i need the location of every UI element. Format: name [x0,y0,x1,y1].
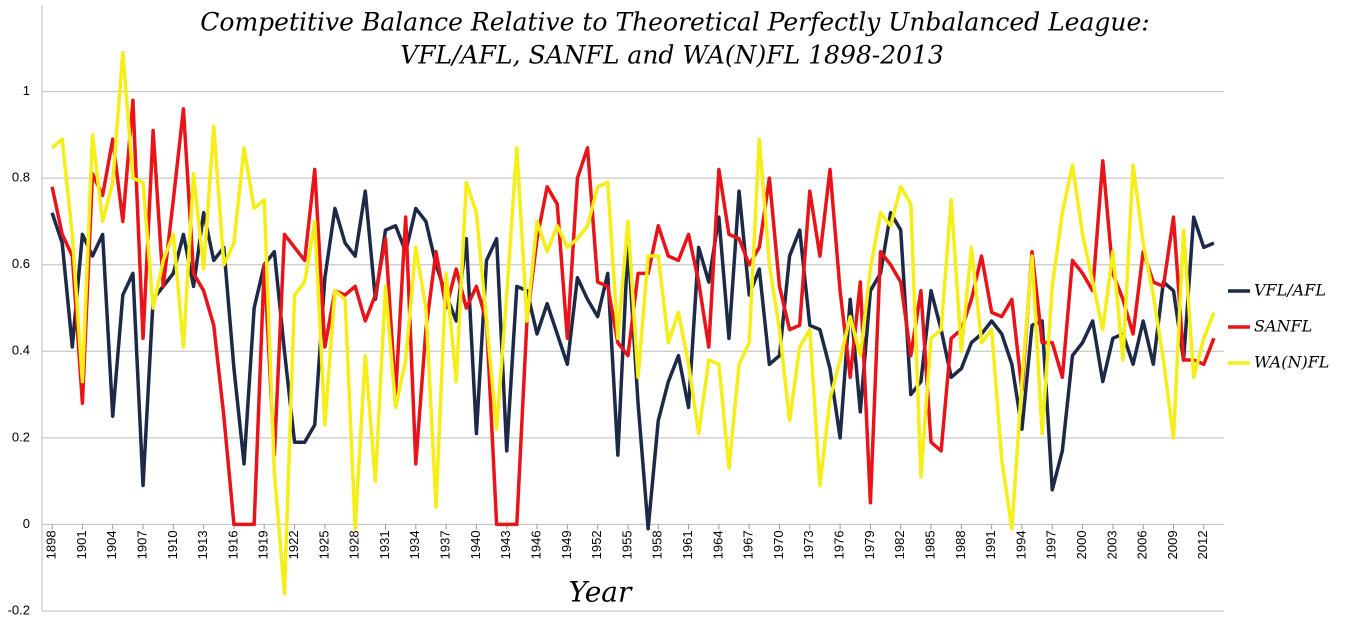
y-tick-label: 1 [23,83,30,98]
x-tick-label: 1958 [650,530,665,559]
x-tick-label: 1931 [377,530,392,559]
x-tick-label: 1976 [832,530,847,559]
y-tick-label: 0.4 [12,343,30,358]
x-tick-label: 1916 [225,530,240,559]
y-tick-label: -0.2 [8,602,30,617]
x-tick-label: 1985 [922,530,937,559]
x-tick-label: 1934 [407,530,422,559]
y-tick-label: 0.6 [12,256,30,271]
x-tick-label: 2006 [1135,530,1150,559]
x-tick-label: 1946 [528,530,543,559]
y-tick-label: 0.2 [12,429,30,444]
x-tick-label: 1898 [44,530,59,559]
x-tick-label: 1925 [316,530,331,559]
x-tick-label: 2000 [1074,530,1089,559]
series-line [50,50,1216,596]
x-axis-title: Year [569,576,633,609]
x-tick-label: 1988 [953,530,968,559]
x-tick-label: 1961 [680,530,695,559]
x-tick-label: 1970 [771,530,786,559]
y-tick-label: 0.8 [12,170,30,185]
x-tick-label: 1982 [892,530,907,559]
x-tick-label: 1907 [134,530,149,559]
x-tick-label: 1964 [710,530,725,559]
chart-title: VFL/AFL, SANFL and WA(N)FL 1898-2013 [400,41,944,70]
x-tick-label: 1904 [104,530,119,559]
x-tick-label: 1952 [589,530,604,559]
x-tick-label: 1940 [468,530,483,559]
legend-label: WA(N)FL [1254,353,1329,372]
x-tick-label: 1991 [983,530,998,559]
x-tick-label: 1943 [498,530,513,559]
x-tick-label: 1928 [347,530,362,559]
legend-label: SANFL [1254,317,1312,336]
x-tick-label: 2003 [1104,530,1119,559]
x-tick-label: 1973 [801,530,816,559]
x-tick-label: 1937 [438,530,453,559]
x-tick-label: 1994 [1013,530,1028,559]
x-tick-label: 1967 [741,530,756,559]
x-tick-label: 1922 [286,530,301,559]
x-tick-label: 1997 [1044,530,1059,559]
chart-title: Competitive Balance Relative to Theoreti… [200,8,1149,37]
x-tick-label: 1913 [195,530,210,559]
x-tick-label: 1979 [862,530,877,559]
x-tick-label: 1955 [619,530,634,559]
x-tick-label: 2009 [1165,530,1180,559]
x-tick-label: 2012 [1195,530,1210,559]
x-tick-label: 1901 [74,530,89,559]
x-tick-label: 1949 [559,530,574,559]
x-tick-label: 1910 [165,530,180,559]
x-tick-label: 1919 [256,530,271,559]
legend-label: VFL/AFL [1254,281,1326,300]
y-tick-label: 0 [23,516,30,531]
